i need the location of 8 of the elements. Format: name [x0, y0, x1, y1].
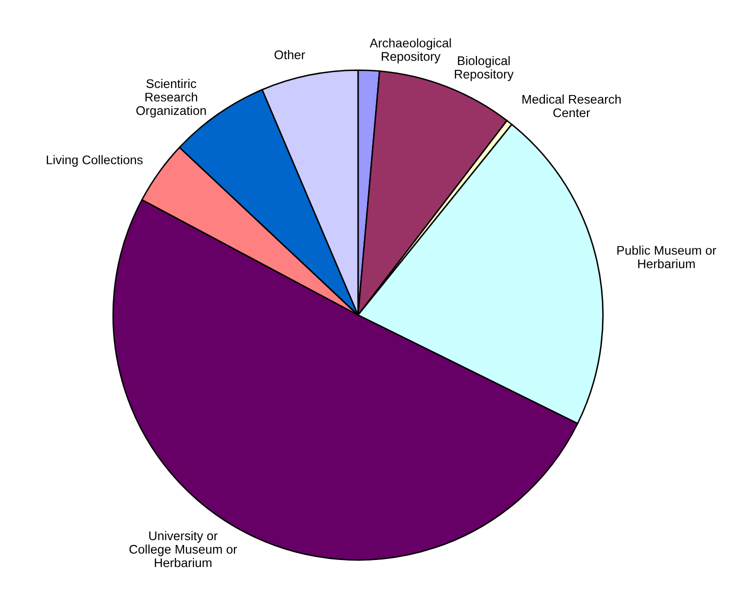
slice-label: Scientiric Research Organization — [136, 78, 206, 118]
slice-label: Living Collections — [46, 155, 143, 167]
slice-label: Archaeological Repository — [370, 38, 451, 64]
slice-label: Public Museum or Herbarium — [617, 246, 716, 268]
slice-label: Medical Research Center — [522, 94, 621, 118]
slice-label: Other — [274, 50, 306, 60]
slice-label: University or College Museum or Herbarium — [129, 531, 238, 568]
slice-label: Biological Repository — [454, 56, 514, 82]
